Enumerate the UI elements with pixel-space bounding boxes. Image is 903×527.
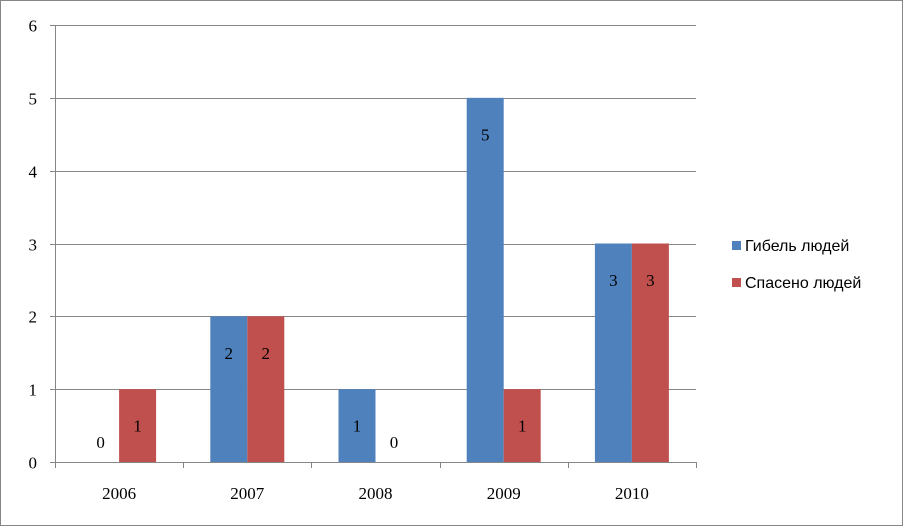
data-label: 3 xyxy=(646,271,655,290)
legend: Гибель людей Спасено людей xyxy=(732,238,861,292)
legend-swatch xyxy=(732,241,741,250)
x-tick-label: 2006 xyxy=(102,484,136,503)
data-labels: 0 1 2 2 1 0 5 1 3 3 xyxy=(96,125,654,452)
legend-label: Спасено людей xyxy=(745,275,861,292)
legend-label: Гибель людей xyxy=(745,238,849,255)
data-label: 1 xyxy=(133,417,142,436)
x-tick-label: 2008 xyxy=(359,484,393,503)
bar xyxy=(210,316,248,462)
bar xyxy=(594,243,632,462)
y-tick-label: 5 xyxy=(29,90,38,109)
bars xyxy=(119,97,669,462)
data-label: 1 xyxy=(518,417,527,436)
gridlines xyxy=(55,25,696,390)
data-label: 1 xyxy=(353,417,362,436)
bar xyxy=(338,389,376,462)
bar xyxy=(119,389,157,462)
data-label: 0 xyxy=(390,433,399,452)
y-tick-label: 3 xyxy=(29,236,38,255)
y-tick-label: 2 xyxy=(29,308,38,327)
y-tick-label: 6 xyxy=(29,17,38,36)
bar xyxy=(631,243,669,462)
x-tick-label: 2007 xyxy=(230,484,265,503)
data-label: 3 xyxy=(609,271,618,290)
data-label: 2 xyxy=(225,344,234,363)
legend-swatch xyxy=(732,278,741,287)
x-tick-label: 2009 xyxy=(487,484,521,503)
x-tick-label: 2010 xyxy=(615,484,649,503)
data-label: 0 xyxy=(96,433,105,452)
y-tick-label: 0 xyxy=(29,454,38,473)
data-label: 5 xyxy=(481,125,490,144)
y-tick-label: 4 xyxy=(29,163,38,182)
bar xyxy=(466,97,504,462)
y-tick-label: 1 xyxy=(29,381,38,400)
data-label: 2 xyxy=(262,344,271,363)
bar xyxy=(503,389,541,462)
bar xyxy=(247,316,285,462)
